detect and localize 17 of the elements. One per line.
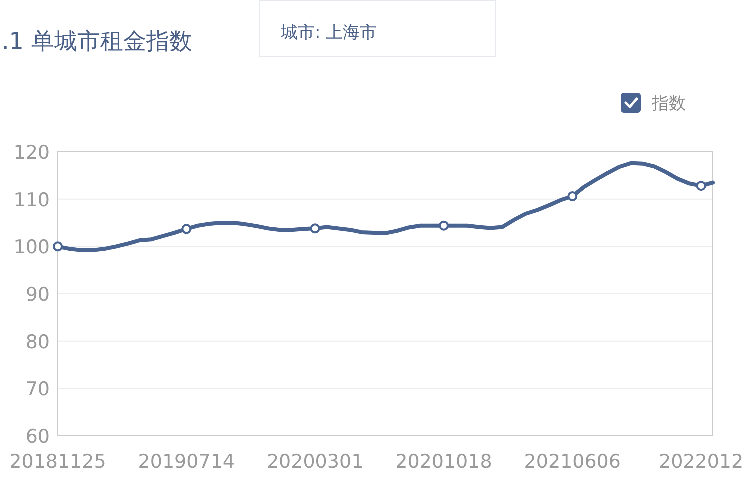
y-tick-label: 80 xyxy=(26,331,50,354)
x-tick-label: 20181125 xyxy=(10,451,106,473)
x-tick-label: 20201018 xyxy=(396,451,492,473)
x-tick-label: 2022012 xyxy=(658,451,744,473)
y-tick-label: 100 xyxy=(14,236,50,259)
legend: 指数 xyxy=(621,93,686,114)
x-tick-label: 20190714 xyxy=(138,451,236,473)
chart-title: .1 单城市租金指数 xyxy=(2,29,192,55)
y-tick-label: 60 xyxy=(26,426,50,448)
y-tick-label: 120 xyxy=(14,142,50,164)
y-tick-label: 90 xyxy=(26,284,50,306)
y-tick-label: 70 xyxy=(26,378,50,401)
x-tick-label: 20210606 xyxy=(524,451,621,473)
chart-subtitle: 城市: 上海市 xyxy=(280,23,378,43)
x-tick-label: 20200301 xyxy=(266,451,364,473)
y-tick-label: 110 xyxy=(14,189,50,212)
legend-label: 指数 xyxy=(651,94,686,114)
